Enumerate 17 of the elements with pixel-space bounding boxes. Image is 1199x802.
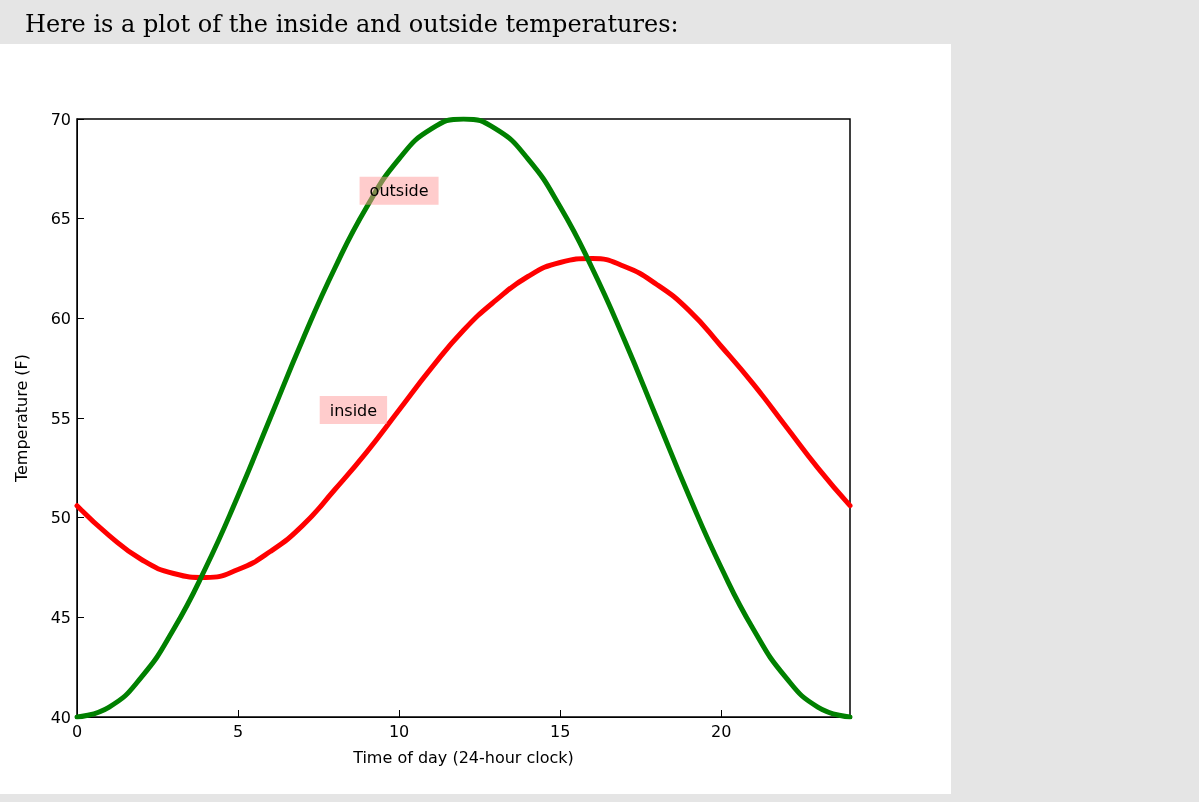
x-tick-label: 10 bbox=[388, 721, 410, 741]
chart-title: Here is a plot of the inside and outside temperatures: bbox=[25, 10, 679, 38]
y-axis-title: Temperature (F) bbox=[11, 353, 31, 484]
y-tick-label: 50 bbox=[50, 508, 71, 528]
y-tick-label: 55 bbox=[50, 408, 71, 428]
y-tick-label: 60 bbox=[50, 308, 71, 328]
y-tick-label: 65 bbox=[50, 209, 71, 229]
x-tick-label: 0 bbox=[71, 721, 83, 741]
x-axis-title: Time of day (24-hour clock) bbox=[352, 747, 574, 767]
x-tick-label: 5 bbox=[232, 721, 244, 741]
series-label: outside bbox=[369, 181, 429, 201]
y-tick-label: 40 bbox=[50, 707, 71, 727]
x-tick-label: 20 bbox=[710, 721, 732, 741]
y-tick-label: 70 bbox=[50, 109, 71, 129]
y-tick-label: 45 bbox=[50, 607, 71, 627]
series-label: inside bbox=[329, 400, 378, 420]
x-tick-label: 15 bbox=[549, 721, 571, 741]
